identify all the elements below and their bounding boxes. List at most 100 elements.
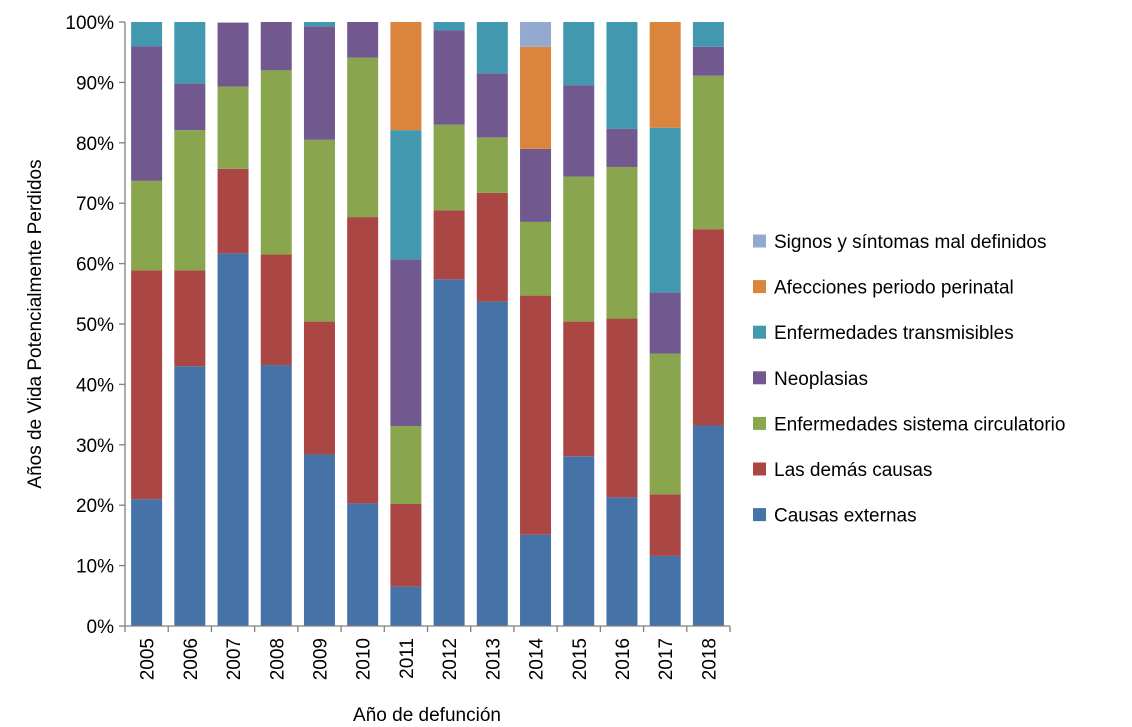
x-tick-label-2005: 2005 [138, 638, 159, 680]
x-tick-label-2017: 2017 [656, 638, 677, 680]
bar-segment-2015-series-4 [563, 22, 595, 86]
legend-label-3: Neoplasias [774, 369, 868, 390]
bar-segment-2015-series-3 [563, 85, 595, 177]
legend: Signos y síntomas mal definidos Afeccione… [753, 232, 1065, 527]
bar-segment-2007-series-0 [217, 253, 249, 626]
bar-segment-2010-series-1 [347, 217, 379, 504]
x-axis-title: Año de defunción [353, 705, 501, 726]
bar-segment-2008-series-3 [260, 22, 292, 71]
bar-segment-2011-series-0 [390, 586, 422, 626]
y-tick-label: 0% [87, 617, 115, 638]
bar-segment-2005-series-2 [131, 180, 163, 271]
bar-segment-2018-series-2 [692, 75, 724, 230]
bars-layer [131, 22, 724, 626]
y-tick-label: 70% [76, 194, 114, 215]
bar-segment-2011-series-4 [390, 130, 422, 260]
x-tick-label-2012: 2012 [440, 638, 461, 680]
bar-segment-2005-series-1 [131, 270, 163, 500]
y-tick-label: 60% [76, 255, 114, 276]
x-ticks: 2005 2006 2007 2008 2009 2010 2011 2012 2013 2014… [124, 626, 731, 681]
bar-segment-2018-series-4 [692, 22, 724, 47]
bar-segment-2013-series-0 [476, 301, 508, 626]
bar-segment-2014-series-1 [520, 295, 552, 535]
y-tick-label: 50% [76, 315, 114, 336]
bar-segment-2006-series-1 [174, 270, 206, 367]
legend-swatch-3 [753, 371, 766, 385]
legend-label-4: Enfermedades sistema circulatorio [774, 414, 1065, 435]
bar-segment-2010-series-3 [347, 22, 379, 58]
bar-segment-2014-series-5 [520, 46, 552, 149]
bar-segment-2016-series-1 [606, 318, 638, 498]
x-tick-label-2007: 2007 [224, 638, 245, 680]
x-tick-label-2015: 2015 [570, 638, 591, 680]
bar-segment-2012-series-4 [433, 22, 465, 31]
bar-segment-2016-series-4 [606, 22, 638, 129]
legend-swatch-4 [753, 416, 766, 430]
bar-segment-2018-series-3 [692, 46, 724, 76]
legend-label-1: Afecciones periodo perinatal [774, 278, 1014, 299]
legend-swatch-6 [753, 508, 766, 522]
y-tick-label: 30% [76, 436, 114, 457]
bar-segment-2011-series-3 [390, 259, 422, 427]
x-tick-label-2013: 2013 [483, 638, 504, 680]
x-tick-label-2008: 2008 [267, 638, 288, 680]
legend-swatch-0 [753, 234, 766, 248]
bar-segment-2006-series-2 [174, 130, 206, 271]
x-tick-label-2009: 2009 [310, 638, 331, 680]
x-tick-label-2018: 2018 [699, 638, 720, 680]
bar-segment-2013-series-4 [476, 22, 508, 74]
bar-segment-2012-series-3 [433, 30, 465, 125]
bar-segment-2008-series-2 [260, 70, 292, 255]
bar-segment-2011-series-5 [390, 22, 422, 131]
bar-segment-2018-series-1 [692, 229, 724, 426]
legend-swatch-1 [753, 280, 766, 294]
y-ticks: 0% 10% 20% 30% 40% 50% 60% 70% 80% 90% 100% [65, 13, 125, 638]
y-tick-label: 20% [76, 496, 114, 517]
x-tick-label-2016: 2016 [613, 638, 634, 680]
bar-segment-2009-series-0 [303, 454, 335, 626]
bar-segment-2006-series-4 [174, 22, 206, 84]
legend-label-2: Enfermedades transmisibles [774, 323, 1014, 344]
bar-segment-2014-series-0 [520, 534, 552, 626]
x-tick-label-2011: 2011 [397, 638, 418, 679]
bar-segment-2017-series-0 [649, 555, 681, 626]
bar-segment-2017-series-5 [649, 22, 681, 128]
bar-segment-2007-series-3 [217, 22, 249, 87]
bar-segment-2014-series-3 [520, 148, 552, 222]
bar-segment-2013-series-1 [476, 192, 508, 302]
bar-segment-2016-series-2 [606, 166, 638, 319]
bar-segment-2009-series-4 [303, 22, 335, 27]
bar-segment-2015-series-1 [563, 321, 595, 457]
bar-segment-2016-series-0 [606, 497, 638, 626]
x-tick-label-2006: 2006 [181, 638, 202, 680]
bar-segment-2012-series-2 [433, 124, 465, 211]
bar-segment-2017-series-4 [649, 127, 681, 293]
bar-segment-2005-series-3 [131, 46, 163, 181]
bar-segment-2013-series-2 [476, 137, 508, 193]
bar-segment-2008-series-1 [260, 254, 292, 366]
y-axis-title: Años de Vida Potencialmente Perdidos [25, 159, 46, 488]
y-tick-label: 100% [65, 13, 114, 34]
bar-segment-2018-series-0 [692, 425, 724, 626]
legend-label-6: Causas externas [774, 506, 917, 527]
bar-segment-2006-series-0 [174, 366, 206, 626]
y-tick-label: 40% [76, 375, 114, 396]
x-tick-label-2010: 2010 [354, 638, 375, 680]
legend-label-5: Las demás causas [774, 460, 932, 481]
y-tick-label: 80% [76, 134, 114, 155]
bar-segment-2013-series-3 [476, 73, 508, 138]
bar-segment-2011-series-1 [390, 503, 422, 587]
bar-segment-2010-series-0 [347, 503, 379, 626]
bar-segment-2007-series-1 [217, 168, 249, 254]
bar-segment-2017-series-1 [649, 494, 681, 556]
legend-label-0: Signos y síntomas mal definidos [774, 232, 1046, 253]
x-tick-label-2014: 2014 [527, 638, 548, 681]
bar-segment-2015-series-0 [563, 456, 595, 626]
bar-segment-2008-series-0 [260, 365, 292, 626]
bar-segment-2017-series-3 [649, 292, 681, 354]
bar-segment-2016-series-3 [606, 128, 638, 167]
y-tick-label: 10% [76, 557, 114, 578]
bar-segment-2006-series-3 [174, 83, 206, 131]
